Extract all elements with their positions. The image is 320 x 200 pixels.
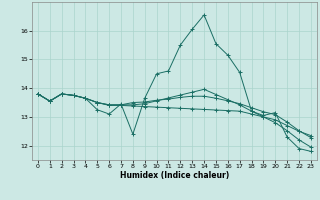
X-axis label: Humidex (Indice chaleur): Humidex (Indice chaleur) (120, 171, 229, 180)
